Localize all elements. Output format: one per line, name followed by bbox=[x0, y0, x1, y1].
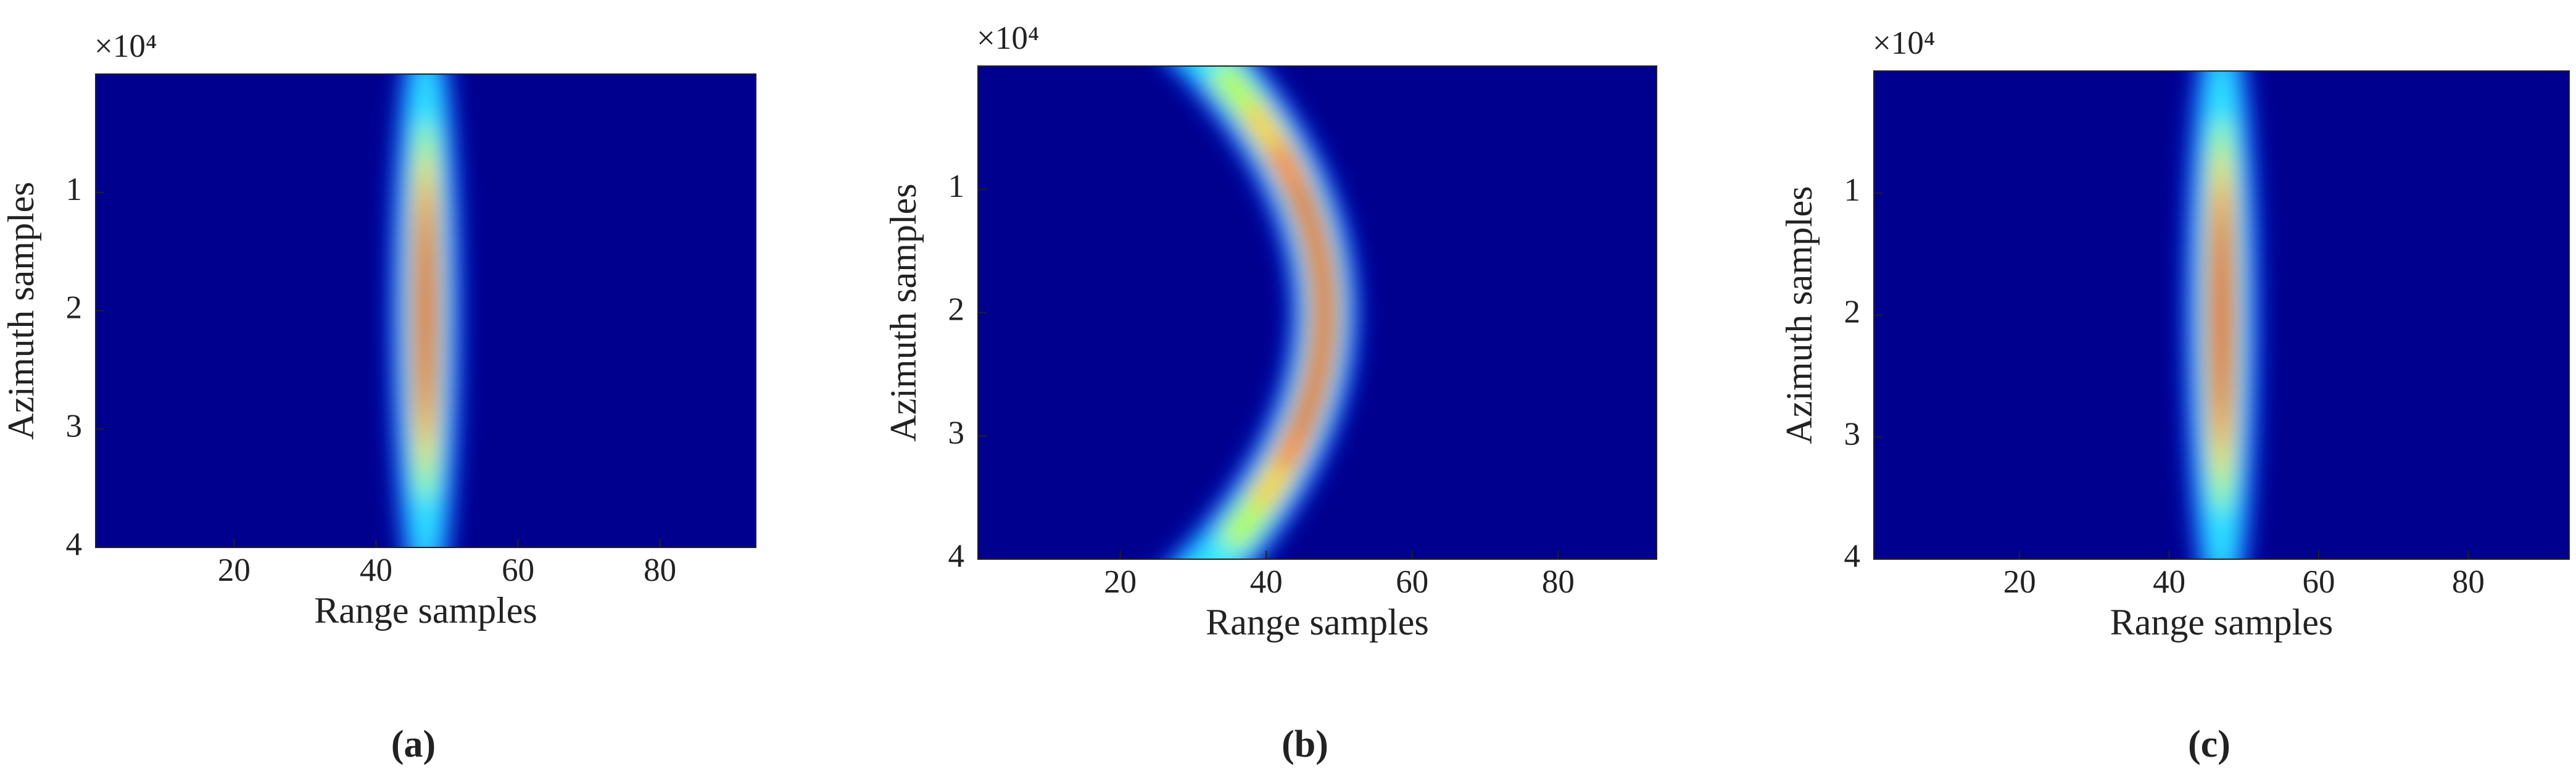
x-tick-label: 40 bbox=[1250, 564, 1283, 600]
x-axis-label: Range samples bbox=[1206, 602, 1429, 643]
caption: (b) bbox=[1282, 723, 1328, 765]
y-offset-label: ×10⁴ bbox=[977, 20, 1039, 56]
heatmap-band bbox=[419, 210, 433, 412]
y-tick-label: 1 bbox=[1844, 172, 1861, 208]
heatmap-intensity bbox=[1168, 66, 1360, 559]
heatmap bbox=[978, 66, 1657, 559]
heatmap bbox=[1874, 71, 2569, 559]
heatmap-intensity bbox=[388, 74, 463, 547]
x-tick-label: 80 bbox=[2452, 564, 2485, 600]
y-tick-label: 2 bbox=[948, 292, 965, 328]
y-tick-label: 4 bbox=[66, 526, 83, 562]
caption: (c) bbox=[2188, 723, 2230, 765]
y-tick-label: 1 bbox=[948, 168, 965, 204]
y-tick-label: 4 bbox=[1844, 538, 1861, 574]
x-tick-label: 60 bbox=[1396, 564, 1428, 600]
x-tick-label: 20 bbox=[1104, 564, 1137, 600]
y-tick-label: 3 bbox=[1844, 416, 1861, 452]
y-tick-label: 4 bbox=[948, 538, 965, 574]
x-tick-label: 80 bbox=[644, 552, 676, 588]
x-tick-label: 60 bbox=[2303, 564, 2335, 600]
y-tick-label: 3 bbox=[948, 415, 965, 451]
heatmap-intensity bbox=[2182, 71, 2261, 559]
y-tick-label: 3 bbox=[66, 408, 83, 444]
y-tick-label: 2 bbox=[66, 290, 83, 326]
x-tick-label: 80 bbox=[1542, 564, 1575, 600]
heatmap-band bbox=[1291, 183, 1331, 436]
caption: (a) bbox=[391, 723, 436, 765]
y-offset-label: ×10⁴ bbox=[1873, 25, 1935, 61]
x-tick-label: 40 bbox=[360, 552, 392, 588]
y-tick-label: 2 bbox=[1844, 294, 1861, 330]
y-tick-label: 1 bbox=[66, 172, 83, 207]
y-axis-label: Azimuth samples bbox=[1779, 186, 1820, 444]
x-tick-label: 20 bbox=[218, 552, 251, 588]
x-tick-label: 20 bbox=[2003, 564, 2036, 600]
x-axis-label: Range samples bbox=[314, 590, 537, 631]
x-tick-label: 60 bbox=[502, 552, 534, 588]
x-axis-label: Range samples bbox=[2110, 602, 2334, 643]
heatmap-band bbox=[2214, 211, 2229, 419]
heatmap bbox=[96, 74, 756, 547]
x-tick-label: 40 bbox=[2153, 564, 2185, 600]
y-offset-label: ×10⁴ bbox=[94, 28, 157, 64]
y-axis-label: Azimuth samples bbox=[883, 183, 924, 441]
y-axis-label: Azimuth samples bbox=[1, 181, 41, 439]
